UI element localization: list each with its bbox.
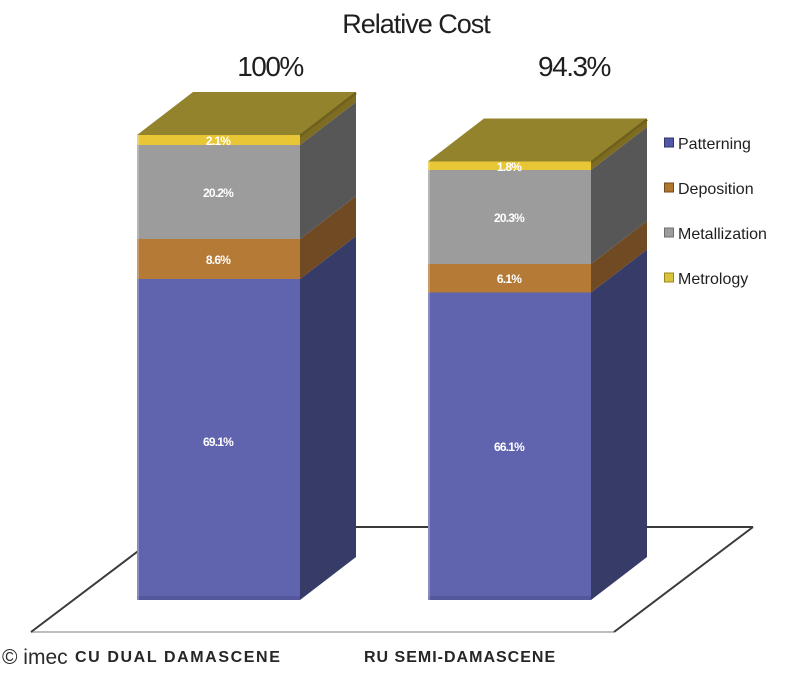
- svg-text:69.1%: 69.1%: [203, 435, 234, 449]
- svg-text:Patterning: Patterning: [678, 136, 751, 153]
- svg-text:Relative Cost: Relative Cost: [342, 9, 491, 39]
- svg-text:100%: 100%: [237, 51, 303, 82]
- svg-text:1.8%: 1.8%: [497, 160, 522, 174]
- svg-text:RU SEMI-DAMASCENE: RU SEMI-DAMASCENE: [364, 649, 556, 666]
- svg-text:20.3%: 20.3%: [494, 211, 525, 225]
- svg-text:© imec: © imec: [2, 646, 68, 669]
- svg-text:Metrology: Metrology: [678, 271, 748, 288]
- svg-text:Metallization: Metallization: [678, 226, 767, 243]
- svg-text:94.3%: 94.3%: [538, 51, 610, 82]
- svg-text:Deposition: Deposition: [678, 181, 754, 198]
- svg-text:66.1%: 66.1%: [494, 440, 525, 454]
- svg-text:2.1%: 2.1%: [206, 134, 231, 148]
- svg-text:6.1%: 6.1%: [497, 272, 522, 286]
- svg-text:CU DUAL DAMASCENE: CU DUAL DAMASCENE: [75, 649, 281, 666]
- svg-text:8.6%: 8.6%: [206, 253, 231, 267]
- svg-text:20.2%: 20.2%: [203, 186, 234, 200]
